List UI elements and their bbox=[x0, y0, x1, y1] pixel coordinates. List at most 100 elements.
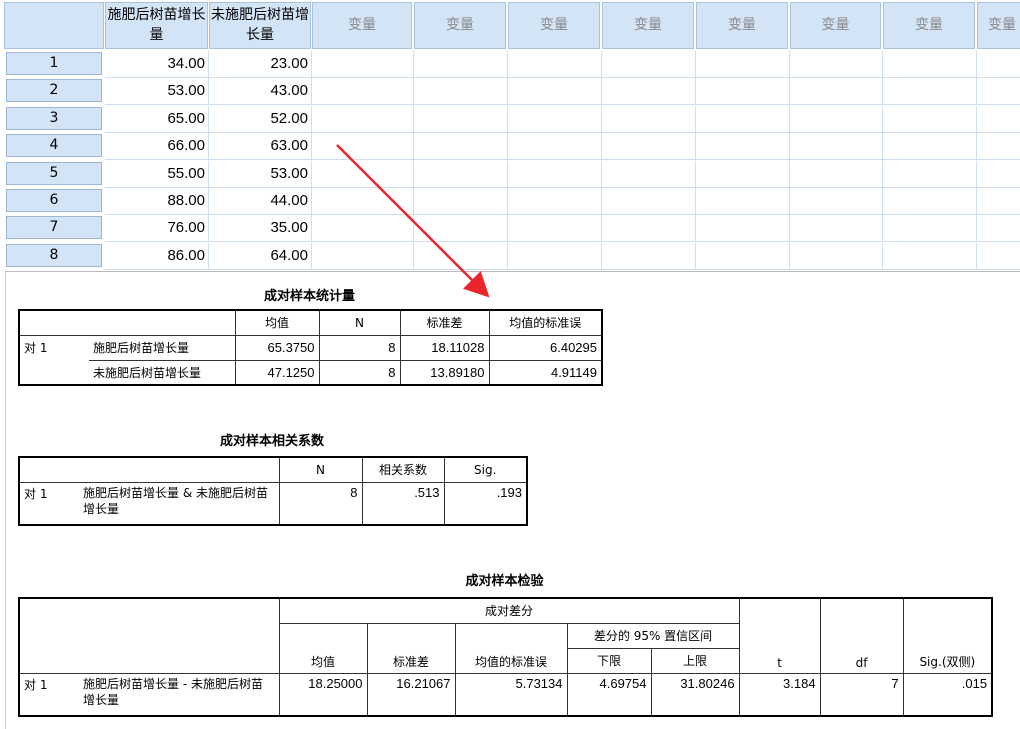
column-header-empty-variable[interactable]: 变量 bbox=[696, 2, 788, 49]
cell-se: 5.73134 bbox=[454, 672, 568, 717]
grid-cell-empty[interactable] bbox=[508, 188, 602, 215]
grid-cell[interactable]: 63.00 bbox=[209, 133, 312, 161]
grid-cell-empty[interactable] bbox=[312, 78, 414, 106]
grid-cell[interactable]: 55.00 bbox=[105, 160, 209, 188]
grid-cell-empty[interactable] bbox=[696, 133, 790, 161]
grid-cell-empty[interactable] bbox=[602, 133, 696, 161]
grid-cell[interactable]: 66.00 bbox=[105, 133, 209, 161]
column-header-empty-variable[interactable]: 变量 bbox=[790, 2, 881, 49]
grid-cell-empty[interactable] bbox=[414, 133, 508, 161]
grid-cell-empty[interactable] bbox=[883, 105, 977, 133]
grid-cell[interactable]: 53.00 bbox=[105, 78, 209, 106]
grid-cell-empty[interactable] bbox=[977, 106, 1020, 133]
grid-cell-empty[interactable] bbox=[312, 105, 414, 133]
grid-cell-empty[interactable] bbox=[602, 105, 696, 133]
row-header[interactable]: 7 bbox=[6, 216, 102, 240]
grid-cell-empty[interactable] bbox=[602, 242, 696, 270]
grid-cell-empty[interactable] bbox=[602, 78, 696, 106]
grid-cell-empty[interactable] bbox=[414, 78, 508, 106]
grid-cell-empty[interactable] bbox=[602, 160, 696, 188]
grid-cell-empty[interactable] bbox=[602, 215, 696, 243]
grid-cell-empty[interactable] bbox=[883, 215, 977, 243]
grid-cell-empty[interactable] bbox=[790, 78, 883, 106]
grid-cell-empty[interactable] bbox=[790, 242, 883, 270]
grid-cell-empty[interactable] bbox=[790, 215, 883, 243]
grid-cell-empty[interactable] bbox=[790, 188, 883, 215]
grid-cell-empty[interactable] bbox=[696, 188, 790, 215]
column-header-empty-variable[interactable]: 变量 bbox=[602, 2, 694, 49]
grid-cell[interactable]: 86.00 bbox=[105, 242, 209, 270]
grid-cell-empty[interactable] bbox=[977, 78, 1020, 106]
grid-cell-empty[interactable] bbox=[696, 51, 790, 78]
grid-cell-empty[interactable] bbox=[414, 105, 508, 133]
grid-cell-empty[interactable] bbox=[508, 215, 602, 243]
grid-cell-empty[interactable] bbox=[312, 215, 414, 243]
grid-cell-empty[interactable] bbox=[312, 51, 414, 78]
grid-cell-empty[interactable] bbox=[883, 242, 977, 270]
column-header-empty-variable[interactable]: 变量 bbox=[414, 2, 506, 49]
grid-cell[interactable]: 53.00 bbox=[209, 160, 312, 188]
grid-cell-empty[interactable] bbox=[696, 78, 790, 106]
column-header-empty-variable[interactable]: 变量 bbox=[312, 2, 412, 49]
grid-cell-empty[interactable] bbox=[508, 242, 602, 270]
grid-cell-empty[interactable] bbox=[414, 160, 508, 188]
grid-cell-empty[interactable] bbox=[977, 215, 1020, 243]
corner-header[interactable] bbox=[4, 2, 104, 49]
grid-cell-empty[interactable] bbox=[977, 51, 1020, 78]
grid-cell-empty[interactable] bbox=[312, 133, 414, 161]
grid-cell-empty[interactable] bbox=[696, 215, 790, 243]
grid-cell-empty[interactable] bbox=[696, 105, 790, 133]
row-header[interactable]: 6 bbox=[6, 189, 102, 212]
grid-cell-empty[interactable] bbox=[414, 215, 508, 243]
grid-cell-empty[interactable] bbox=[414, 51, 508, 78]
row-header[interactable]: 1 bbox=[6, 52, 102, 75]
grid-cell-empty[interactable] bbox=[312, 242, 414, 270]
grid-cell-empty[interactable] bbox=[696, 160, 790, 188]
grid-cell-empty[interactable] bbox=[790, 105, 883, 133]
grid-cell-empty[interactable] bbox=[790, 160, 883, 188]
row-header[interactable]: 3 bbox=[6, 106, 102, 130]
grid-cell-empty[interactable] bbox=[508, 160, 602, 188]
grid-cell[interactable]: 64.00 bbox=[209, 242, 312, 270]
grid-cell-empty[interactable] bbox=[602, 188, 696, 215]
grid-cell-empty[interactable] bbox=[414, 188, 508, 215]
grid-cell-empty[interactable] bbox=[508, 51, 602, 78]
row-header[interactable]: 5 bbox=[6, 161, 102, 185]
grid-cell[interactable]: 34.00 bbox=[105, 51, 209, 78]
row-header[interactable]: 2 bbox=[6, 79, 102, 103]
grid-cell-empty[interactable] bbox=[790, 133, 883, 161]
row-header[interactable]: 8 bbox=[6, 243, 102, 267]
grid-cell-empty[interactable] bbox=[883, 133, 977, 161]
grid-cell-empty[interactable] bbox=[883, 160, 977, 188]
grid-cell-empty[interactable] bbox=[883, 78, 977, 106]
grid-cell-empty[interactable] bbox=[602, 51, 696, 78]
grid-cell[interactable]: 44.00 bbox=[209, 188, 312, 215]
column-header-empty-variable[interactable]: 变量 bbox=[508, 2, 600, 49]
grid-cell[interactable]: 76.00 bbox=[105, 215, 209, 243]
grid-cell-empty[interactable] bbox=[312, 188, 414, 215]
grid-cell-empty[interactable] bbox=[790, 51, 883, 78]
grid-cell[interactable]: 23.00 bbox=[209, 51, 312, 78]
column-header-fertilized[interactable]: 施肥后树苗增长量 bbox=[105, 2, 208, 49]
grid-cell-empty[interactable] bbox=[977, 188, 1020, 215]
grid-cell-empty[interactable] bbox=[696, 242, 790, 270]
grid-cell-empty[interactable] bbox=[508, 105, 602, 133]
grid-cell-empty[interactable] bbox=[883, 51, 977, 78]
grid-cell-empty[interactable] bbox=[977, 161, 1020, 188]
column-header-unfertilized[interactable]: 未施肥后树苗增长量 bbox=[209, 2, 311, 49]
grid-cell-empty[interactable] bbox=[977, 133, 1020, 161]
grid-cell[interactable]: 65.00 bbox=[105, 105, 209, 133]
row-header[interactable]: 4 bbox=[6, 134, 102, 158]
grid-cell-empty[interactable] bbox=[312, 160, 414, 188]
grid-cell[interactable]: 43.00 bbox=[209, 78, 312, 106]
grid-cell-empty[interactable] bbox=[508, 133, 602, 161]
grid-cell[interactable]: 52.00 bbox=[209, 105, 312, 133]
grid-cell-empty[interactable] bbox=[883, 188, 977, 215]
column-header-empty-variable[interactable]: 变量 bbox=[977, 2, 1020, 49]
grid-cell[interactable]: 88.00 bbox=[105, 188, 209, 215]
paired-stats-title: 成对样本统计量 bbox=[263, 289, 355, 304]
column-header-empty-variable[interactable]: 变量 bbox=[883, 2, 975, 49]
grid-cell-empty[interactable] bbox=[508, 78, 602, 106]
grid-cell[interactable]: 35.00 bbox=[209, 215, 312, 243]
grid-cell-empty[interactable] bbox=[977, 243, 1020, 270]
